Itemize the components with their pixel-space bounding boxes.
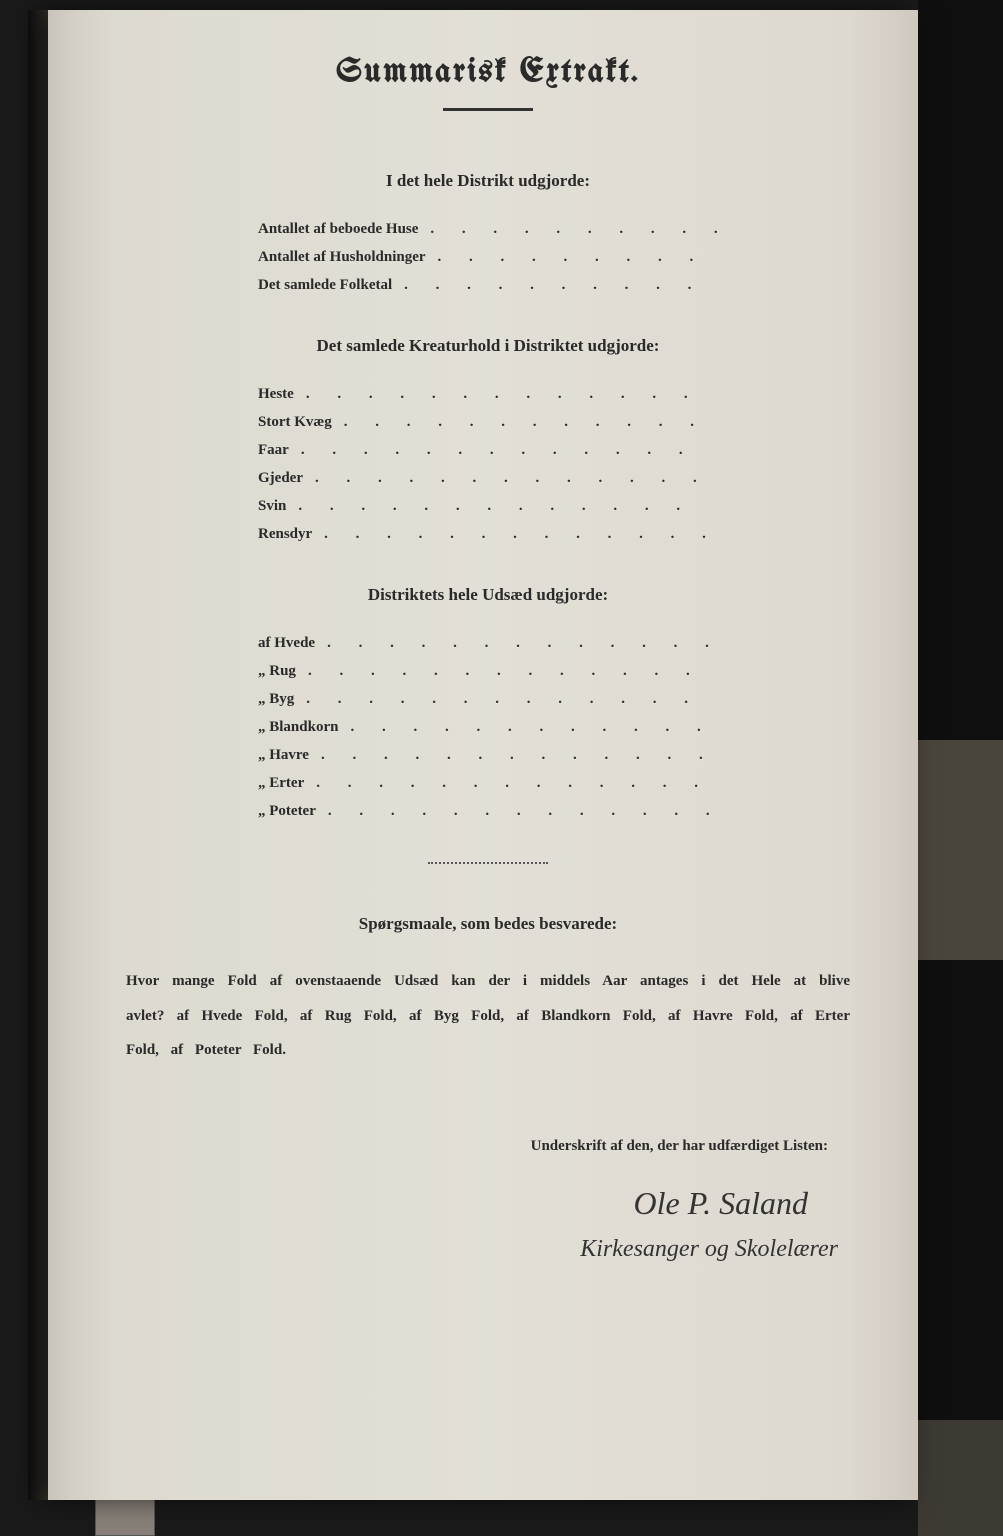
- item-label: Antallet af Husholdninger: [258, 249, 426, 266]
- section3-list: af Hvede . . . . . . . . . . . . . „ Rug…: [258, 635, 718, 820]
- list-item: „ Blandkorn . . . . . . . . . . . . .: [258, 719, 718, 736]
- item-label: Heste: [258, 386, 294, 403]
- dot-leader: . . . . . . . . . . . . .: [315, 635, 718, 652]
- signature-title: Kirkesanger og Skolelærer: [118, 1236, 838, 1263]
- dot-leader: . . . . . . . . . . . . .: [426, 249, 718, 266]
- item-label: Rensdyr: [258, 526, 312, 543]
- dot-leader: . . . . . . . . . . . . .: [304, 775, 718, 792]
- list-item: Antallet af Husholdninger . . . . . . . …: [258, 249, 718, 266]
- list-item: Heste . . . . . . . . . . . . .: [258, 386, 718, 403]
- divider: [443, 108, 533, 111]
- list-item: „ Rug . . . . . . . . . . . . .: [258, 663, 718, 680]
- item-label: „ Byg: [258, 691, 294, 708]
- item-label: Gjeder: [258, 470, 303, 487]
- dot-leader: . . . . . . . . . . . . .: [294, 386, 718, 403]
- signature-name: Ole P. Saland: [118, 1185, 808, 1222]
- section2-list: Heste . . . . . . . . . . . . . Stort Kv…: [258, 386, 718, 543]
- dot-leader: . . . . . . . . . . . . .: [316, 803, 718, 820]
- section3-heading: Distriktets hele Udsæd udgjorde:: [118, 585, 858, 605]
- item-label: Antallet af beboede Huse: [258, 221, 418, 238]
- item-label: „ Poteter: [258, 803, 316, 820]
- list-item: „ Havre . . . . . . . . . . . . .: [258, 747, 718, 764]
- dot-leader: . . . . . . . . . . . . .: [392, 277, 718, 294]
- list-item: Rensdyr . . . . . . . . . . . . .: [258, 526, 718, 543]
- list-item: Stort Kvæg . . . . . . . . . . . . .: [258, 414, 718, 431]
- dot-leader: . . . . . . . . . . . . .: [312, 526, 718, 543]
- item-label: Stort Kvæg: [258, 414, 332, 431]
- list-item: „ Poteter . . . . . . . . . . . . .: [258, 803, 718, 820]
- list-item: Antallet af beboede Huse . . . . . . . .…: [258, 221, 718, 238]
- item-label: „ Havre: [258, 747, 309, 764]
- list-item: „ Erter . . . . . . . . . . . . .: [258, 775, 718, 792]
- item-label: Det samlede Folketal: [258, 277, 392, 294]
- dot-leader: . . . . . . . . . . . . .: [309, 747, 718, 764]
- list-item: af Hvede . . . . . . . . . . . . .: [258, 635, 718, 652]
- signature-label: Underskrift af den, der har udfærdiget L…: [118, 1138, 828, 1155]
- dot-leader: . . . . . . . . . . . . .: [289, 442, 718, 459]
- item-label: „ Rug: [258, 663, 296, 680]
- list-item: Svin . . . . . . . . . . . . .: [258, 498, 718, 515]
- dot-leader: . . . . . . . . . . . . .: [338, 719, 718, 736]
- item-label: Svin: [258, 498, 286, 515]
- document-page: Summarisk Extrakt. I det hele Distrikt u…: [48, 10, 918, 1500]
- dot-leader: . . . . . . . . . . . . .: [418, 221, 718, 238]
- divider: [428, 862, 548, 864]
- item-label: af Hvede: [258, 635, 315, 652]
- dot-leader: . . . . . . . . . . . . .: [303, 470, 718, 487]
- dot-leader: . . . . . . . . . . . . .: [286, 498, 718, 515]
- questions-text: Hvor mange Fold af ovenstaaende Udsæd ka…: [126, 964, 850, 1068]
- dot-leader: . . . . . . . . . . . . .: [294, 691, 718, 708]
- dot-leader: . . . . . . . . . . . . .: [332, 414, 718, 431]
- section1-list: Antallet af beboede Huse . . . . . . . .…: [258, 221, 718, 294]
- page-title: Summarisk Extrakt.: [118, 54, 858, 90]
- item-label: „ Erter: [258, 775, 304, 792]
- list-item: Gjeder . . . . . . . . . . . . .: [258, 470, 718, 487]
- dot-leader: . . . . . . . . . . . . .: [296, 663, 718, 680]
- questions-heading: Spørgsmaale, som bedes besvarede:: [118, 914, 858, 934]
- list-item: Faar . . . . . . . . . . . . .: [258, 442, 718, 459]
- section1-heading: I det hele Distrikt udgjorde:: [118, 171, 858, 191]
- list-item: Det samlede Folketal . . . . . . . . . .…: [258, 277, 718, 294]
- item-label: Faar: [258, 442, 289, 459]
- section2-heading: Det samlede Kreaturhold i Distriktet udg…: [118, 336, 858, 356]
- list-item: „ Byg . . . . . . . . . . . . .: [258, 691, 718, 708]
- item-label: „ Blandkorn: [258, 719, 338, 736]
